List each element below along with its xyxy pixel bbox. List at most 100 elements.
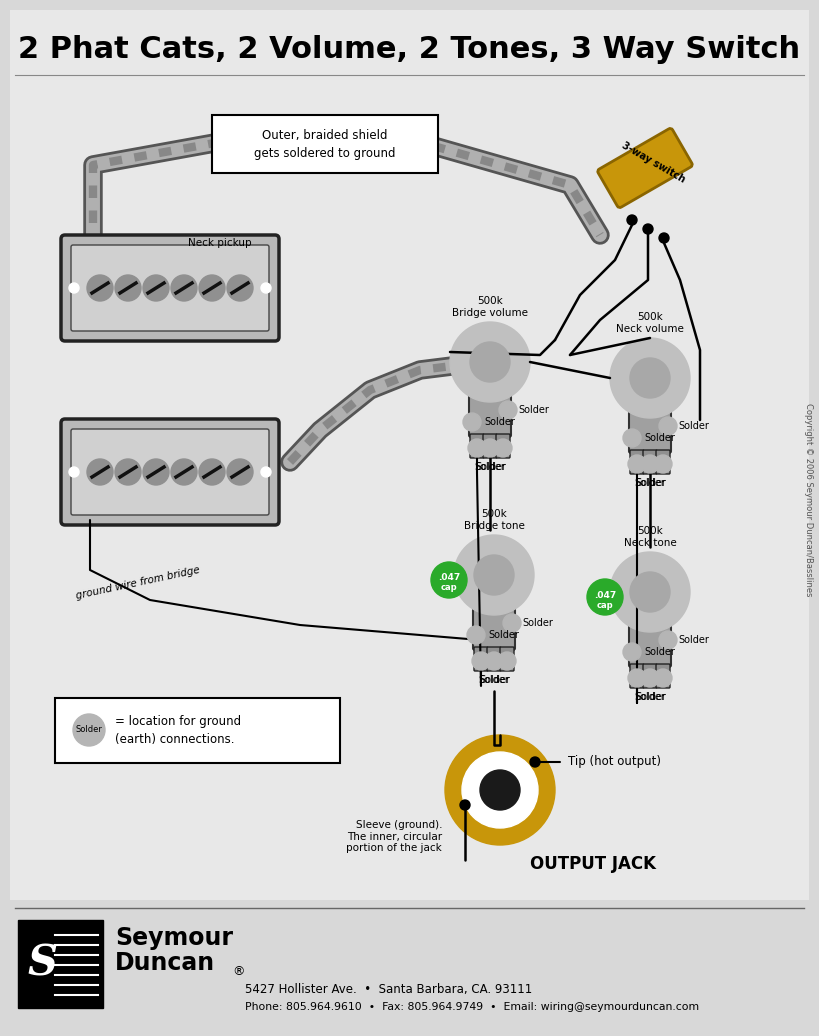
FancyBboxPatch shape xyxy=(630,664,644,688)
Text: Bridge tone: Bridge tone xyxy=(464,521,524,531)
Text: Solder: Solder xyxy=(518,405,549,415)
Text: Solder: Solder xyxy=(635,692,666,702)
Circle shape xyxy=(628,455,646,473)
Text: OUTPUT JACK: OUTPUT JACK xyxy=(530,855,656,873)
Circle shape xyxy=(472,652,490,670)
Circle shape xyxy=(654,669,672,687)
FancyBboxPatch shape xyxy=(656,664,670,688)
Circle shape xyxy=(499,401,517,419)
Circle shape xyxy=(659,631,677,649)
FancyBboxPatch shape xyxy=(500,648,514,671)
Circle shape xyxy=(467,626,485,644)
Text: Solder: Solder xyxy=(634,478,665,488)
Circle shape xyxy=(659,418,677,435)
Text: gets soldered to ground: gets soldered to ground xyxy=(254,146,396,160)
Text: Solder: Solder xyxy=(644,648,675,657)
Circle shape xyxy=(143,459,169,485)
FancyBboxPatch shape xyxy=(212,115,438,173)
Circle shape xyxy=(87,459,113,485)
Circle shape xyxy=(199,459,225,485)
FancyBboxPatch shape xyxy=(469,395,511,437)
Bar xyxy=(55,698,340,762)
Circle shape xyxy=(530,757,540,767)
Text: S: S xyxy=(27,943,57,985)
Text: Solder: Solder xyxy=(479,675,510,685)
FancyBboxPatch shape xyxy=(474,648,488,671)
Circle shape xyxy=(171,275,197,301)
Text: ®: ® xyxy=(232,966,245,978)
Text: Solder: Solder xyxy=(75,725,102,735)
Text: 500k: 500k xyxy=(481,509,507,519)
FancyBboxPatch shape xyxy=(71,429,269,515)
Circle shape xyxy=(115,275,141,301)
Text: Solder: Solder xyxy=(475,462,506,472)
Text: 2 Phat Cats, 2 Volume, 2 Tones, 3 Way Switch: 2 Phat Cats, 2 Volume, 2 Tones, 3 Way Sw… xyxy=(18,35,800,64)
Text: Neck pickup: Neck pickup xyxy=(188,238,251,248)
Circle shape xyxy=(503,614,521,632)
FancyBboxPatch shape xyxy=(483,434,497,458)
Text: Solder: Solder xyxy=(644,433,675,443)
Circle shape xyxy=(480,770,520,810)
FancyBboxPatch shape xyxy=(643,450,657,474)
FancyBboxPatch shape xyxy=(630,450,644,474)
Circle shape xyxy=(227,275,253,301)
Text: 500k: 500k xyxy=(637,312,663,322)
Circle shape xyxy=(69,283,79,293)
Circle shape xyxy=(641,455,659,473)
Text: Phone: 805.964.9610  •  Fax: 805.964.9749  •  Email: wiring@seymourduncan.com: Phone: 805.964.9610 • Fax: 805.964.9749 … xyxy=(245,1002,699,1012)
Circle shape xyxy=(498,652,516,670)
Circle shape xyxy=(627,215,637,225)
Circle shape xyxy=(485,652,503,670)
Text: Outer, braided shield: Outer, braided shield xyxy=(262,128,387,142)
Text: Bridge volume: Bridge volume xyxy=(452,308,528,318)
Text: Solder: Solder xyxy=(678,421,709,431)
Circle shape xyxy=(474,555,514,595)
FancyBboxPatch shape xyxy=(62,267,86,309)
FancyBboxPatch shape xyxy=(71,244,269,330)
Text: .047: .047 xyxy=(594,591,616,600)
Text: Solder: Solder xyxy=(635,478,666,488)
FancyBboxPatch shape xyxy=(254,267,278,309)
Circle shape xyxy=(623,643,641,661)
FancyBboxPatch shape xyxy=(643,664,657,688)
Text: = location for ground: = location for ground xyxy=(115,716,241,728)
FancyBboxPatch shape xyxy=(61,235,279,341)
Circle shape xyxy=(454,535,534,615)
FancyBboxPatch shape xyxy=(470,434,484,458)
Circle shape xyxy=(450,322,530,402)
Text: 500k: 500k xyxy=(477,296,503,306)
Circle shape xyxy=(143,275,169,301)
FancyBboxPatch shape xyxy=(629,625,671,667)
Text: Copyright © 2006 Seymour Duncan/Basslines: Copyright © 2006 Seymour Duncan/Bassline… xyxy=(803,403,812,597)
Circle shape xyxy=(610,552,690,632)
Circle shape xyxy=(261,467,271,477)
FancyBboxPatch shape xyxy=(656,450,670,474)
Circle shape xyxy=(641,669,659,687)
Circle shape xyxy=(468,439,486,457)
Circle shape xyxy=(73,714,105,746)
Circle shape xyxy=(462,752,538,828)
FancyBboxPatch shape xyxy=(598,128,692,207)
Circle shape xyxy=(171,459,197,485)
Circle shape xyxy=(654,455,672,473)
Text: Neck volume: Neck volume xyxy=(616,324,684,334)
FancyBboxPatch shape xyxy=(254,451,278,493)
Text: Solder: Solder xyxy=(634,692,665,702)
FancyBboxPatch shape xyxy=(473,608,515,650)
Bar xyxy=(18,920,103,1008)
Text: cap: cap xyxy=(441,583,457,593)
Text: Solder: Solder xyxy=(488,630,519,640)
Circle shape xyxy=(470,342,510,382)
Circle shape xyxy=(643,224,653,234)
Circle shape xyxy=(587,579,623,615)
Text: Duncan: Duncan xyxy=(115,951,215,975)
Circle shape xyxy=(445,735,555,845)
Text: 500k: 500k xyxy=(637,526,663,536)
Circle shape xyxy=(199,275,225,301)
Circle shape xyxy=(115,459,141,485)
Circle shape xyxy=(623,429,641,447)
FancyBboxPatch shape xyxy=(487,648,501,671)
Circle shape xyxy=(630,358,670,398)
Text: Solder: Solder xyxy=(678,635,709,645)
FancyBboxPatch shape xyxy=(61,419,279,525)
